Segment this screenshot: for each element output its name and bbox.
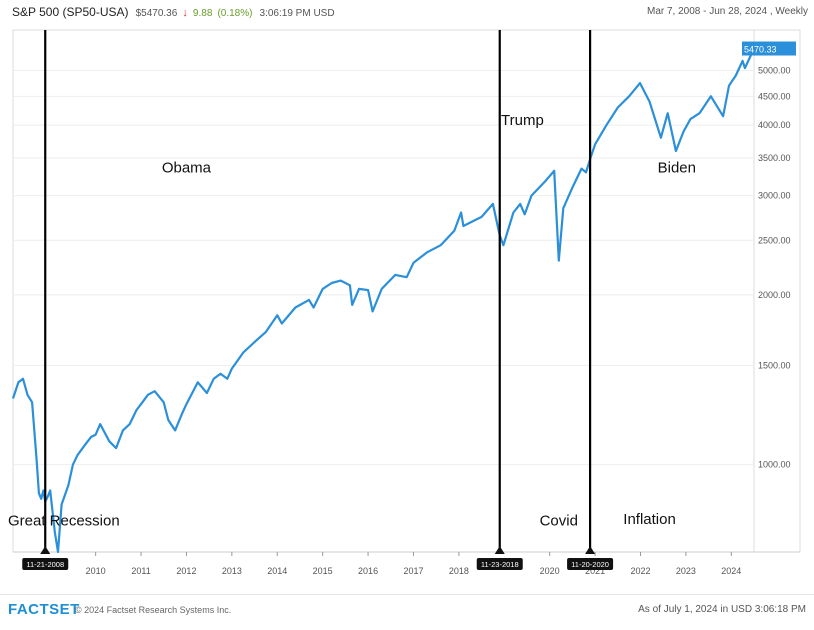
event-date-badge: [22, 558, 69, 570]
price-chart: 1000.00 1500.00 2000.00 2500.00 3000.00 3500.…: [8, 29, 801, 576]
last-price: $5470.36: [135, 8, 178, 19]
annotation-text: Obama: [162, 159, 212, 176]
chart-footer: FACTSET © 2024 Factset Research Systems …: [0, 594, 814, 630]
y-tick-label: 1500.00: [758, 360, 791, 370]
y-tick-label: 2000.00: [758, 290, 791, 300]
annotation-text: Great Recession: [8, 513, 120, 530]
y-tick-label: 2500.00: [758, 235, 791, 245]
y-axis: 1000.00 1500.00 2000.00 2500.00 3000.00 3500.…: [758, 66, 791, 470]
quote-time: 3:06:19 PM USD: [259, 8, 335, 19]
event-marker-icon: [494, 546, 505, 554]
x-tick-label: 2017: [403, 566, 423, 576]
x-tick-label: 2022: [630, 566, 650, 576]
last-price-tag: 5470.33: [742, 41, 796, 56]
x-tick-label: 2010: [86, 566, 106, 576]
as-of-timestamp: As of July 1, 2024 in USD 3:06:18 PM: [638, 604, 806, 615]
event-marker-icon: [40, 546, 51, 554]
y-tick-label: 1000.00: [758, 460, 791, 470]
x-tick-label: 2024: [721, 566, 741, 576]
price-tag-box: [742, 41, 796, 56]
date-range: Mar 7, 2008 - Jun 28, 2024 , Weekly: [646, 6, 808, 17]
x-tick-label: 2020: [540, 566, 560, 576]
y-tick-label: 4000.00: [758, 120, 791, 130]
y-tick-label: 4500.00: [758, 91, 791, 101]
series-layer: [11, 48, 755, 554]
chart-header: S&P 500 (SP50-USA) $5470.36 ↓ 9.88 (0.18…: [0, 0, 814, 24]
annotations: Obama Trump Biden Great Recession Covid Infla…: [8, 112, 696, 529]
price-change: 9.88: [192, 8, 213, 19]
y-tick-label: 3000.00: [758, 191, 791, 201]
symbol-title: S&P 500 (SP50-USA): [12, 5, 129, 19]
event-marker-icon: [585, 546, 596, 554]
price-tag-label: 5470.33: [744, 45, 777, 55]
event-date-badge: [567, 558, 614, 570]
event-date-badge: [476, 558, 523, 570]
x-tick-label: 2015: [313, 566, 333, 576]
x-tick-label: 2018: [449, 566, 469, 576]
x-tick-label: 2012: [176, 566, 196, 576]
x-tick-label: 2013: [222, 566, 242, 576]
annotation-text: Covid: [540, 513, 578, 530]
arrow-down-icon: ↓: [182, 7, 188, 19]
event-date-label: 11-23-2018: [481, 560, 519, 569]
quote-summary: S&P 500 (SP50-USA) $5470.36 ↓ 9.88 (0.18…: [12, 0, 335, 26]
x-tick-label: 2016: [358, 566, 378, 576]
y-tick-label: 5000.00: [758, 66, 791, 76]
event-date-label: 11-21-2008: [26, 560, 64, 569]
plot-frame: [12, 29, 801, 553]
y-tick-label: 3500.00: [758, 153, 791, 163]
factset-logo: FACTSET: [8, 601, 80, 618]
chart-area: 1000.00 1500.00 2000.00 2500.00 3000.00 3500.…: [0, 24, 814, 589]
gridlines: [12, 29, 801, 553]
annotation-text: Trump: [501, 112, 544, 129]
event-date-label: 11-20-2020: [571, 560, 609, 569]
x-tick-label: 2021: [585, 566, 605, 576]
x-tick-label: 2011: [131, 566, 150, 576]
x-tick-label: 2023: [676, 566, 696, 576]
x-tick-label: 2014: [267, 566, 287, 576]
annotation-text: Biden: [658, 159, 696, 176]
annotation-text: Inflation: [623, 511, 676, 528]
event-lines: 11-21-2008 11-23-2018 11-20-2020: [22, 30, 614, 570]
sp500-line: [11, 48, 755, 554]
copyright-text: © 2024 Factset Research Systems Inc.: [75, 605, 232, 615]
x-axis: 2010 2011 2012 2013 2014 2015 2016 2017 2018 2020…: [13, 551, 800, 576]
price-change-percent: (0.18%): [217, 8, 253, 19]
